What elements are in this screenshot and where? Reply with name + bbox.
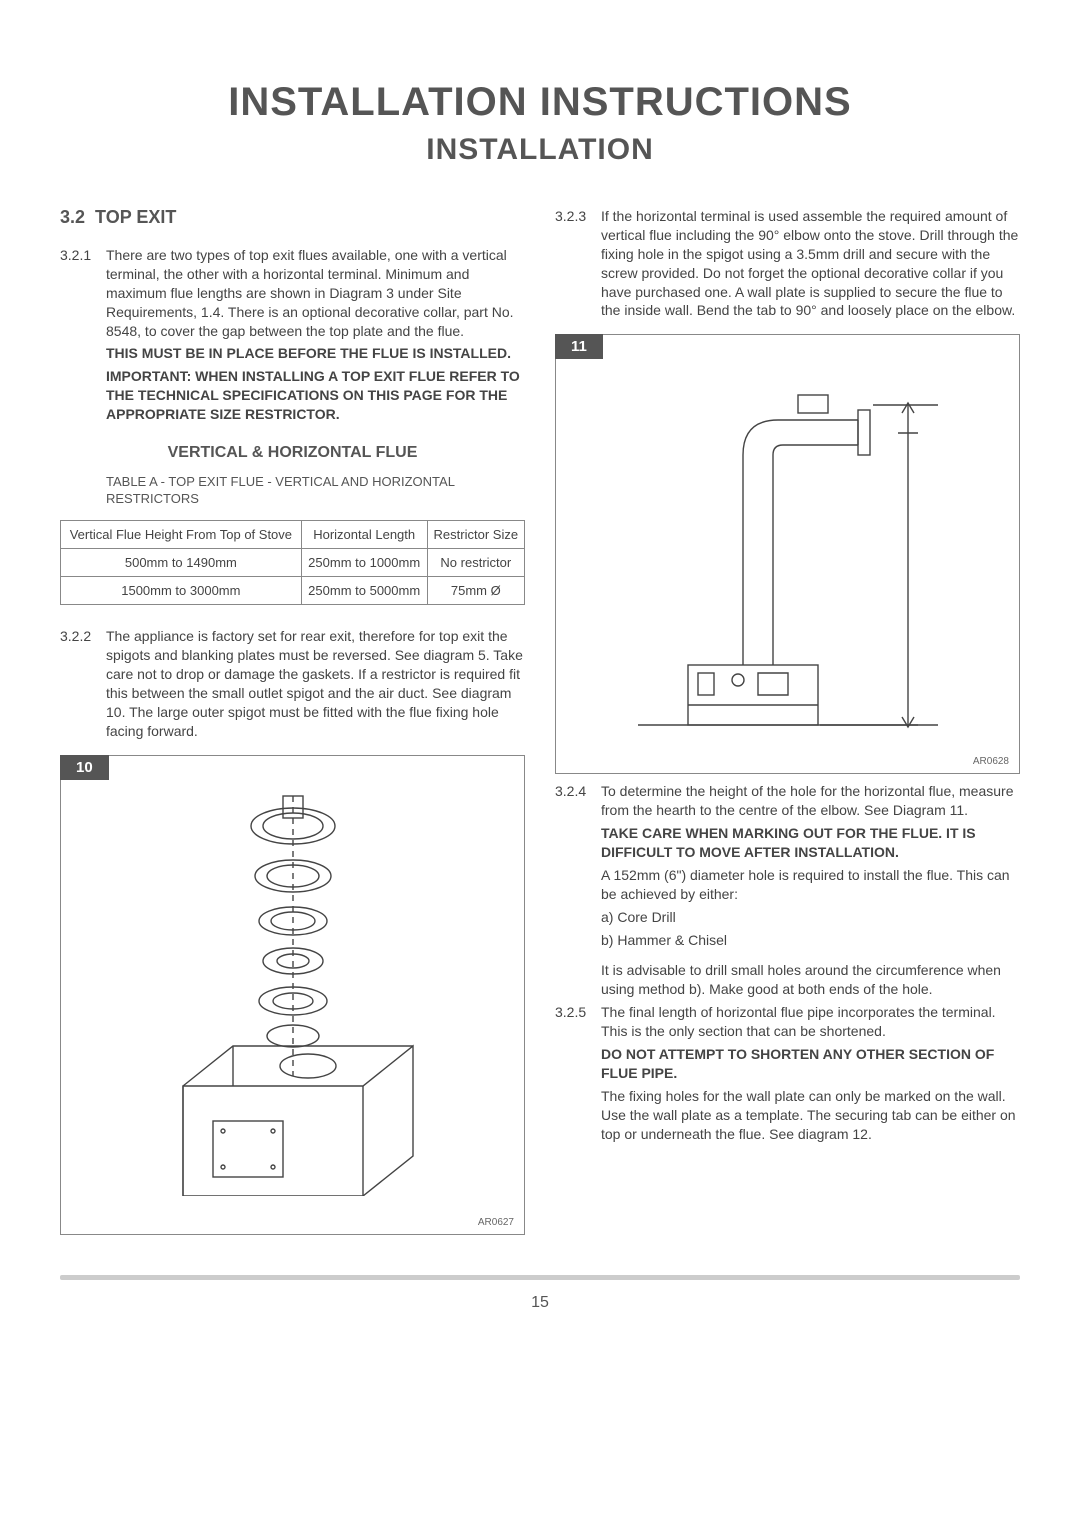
para-3-2-4: 3.2.4 To determine the height of the hol…	[555, 782, 1020, 820]
para-text: The final length of horizontal flue pipe…	[601, 1003, 1020, 1041]
diagram-code: AR0628	[973, 756, 1009, 767]
table-header-row: Vertical Flue Height From Top of Stove H…	[61, 520, 525, 549]
para-3-2-3: 3.2.3 If the horizontal terminal is used…	[555, 207, 1020, 320]
restrictor-table: Vertical Flue Height From Top of Stove H…	[60, 520, 525, 606]
wall-plate-text: The fixing holes for the wall plate can …	[601, 1087, 1020, 1144]
page-number: 15	[60, 1294, 1020, 1312]
warning-in-place: THIS MUST BE IN PLACE BEFORE THE FLUE IS…	[106, 344, 525, 363]
table-cell: 250mm to 1000mm	[301, 549, 427, 577]
drill-advice: It is advisable to drill small holes aro…	[601, 961, 1020, 999]
table-header-cell: Horizontal Length	[301, 520, 427, 549]
vertical-horizontal-heading: VERTICAL & HORIZONTAL FLUE	[60, 444, 525, 462]
left-column: 3.2 TOP EXIT 3.2.1 There are two types o…	[60, 207, 525, 1235]
right-column: 3.2.3 If the horizontal terminal is used…	[555, 207, 1020, 1235]
section-title: TOP EXIT	[95, 207, 176, 227]
option-b: b) Hammer & Chisel	[601, 931, 1020, 950]
option-a: a) Core Drill	[601, 908, 1020, 927]
para-3-2-1: 3.2.1 There are two types of top exit fl…	[60, 246, 525, 340]
para-text: If the horizontal terminal is used assem…	[601, 207, 1020, 320]
page-title: INSTALLATION INSTRUCTIONS	[60, 80, 1020, 125]
section-number: 3.2	[60, 207, 85, 227]
diagram-badge: 11	[555, 334, 603, 359]
para-number: 3.2.5	[555, 1003, 601, 1041]
para-number: 3.2.4	[555, 782, 601, 820]
page-subtitle: INSTALLATION	[60, 133, 1020, 167]
para-3-2-5: 3.2.5 The final length of horizontal flu…	[555, 1003, 1020, 1041]
table-row: 500mm to 1490mm 250mm to 1000mm No restr…	[61, 549, 525, 577]
para-text: To determine the height of the hole for …	[601, 782, 1020, 820]
diagram-badge: 10	[60, 755, 109, 780]
table-header-cell: Vertical Flue Height From Top of Stove	[61, 520, 302, 549]
diagram-10-svg	[123, 786, 463, 1196]
section-heading: 3.2 TOP EXIT	[60, 207, 525, 228]
para-number: 3.2.1	[60, 246, 106, 340]
table-cell: 1500mm to 3000mm	[61, 577, 302, 605]
para-3-2-2: 3.2.2 The appliance is factory set for r…	[60, 627, 525, 740]
footer-rule	[60, 1275, 1020, 1280]
diagram-10: 10	[60, 755, 525, 1235]
table-cell: 250mm to 5000mm	[301, 577, 427, 605]
para-text: There are two types of top exit flues av…	[106, 246, 525, 340]
diagram-11-svg	[598, 365, 978, 745]
para-number: 3.2.2	[60, 627, 106, 740]
para-number: 3.2.3	[555, 207, 601, 320]
table-a-caption: TABLE A - TOP EXIT FLUE - VERTICAL AND H…	[106, 474, 525, 508]
table-cell: 500mm to 1490mm	[61, 549, 302, 577]
table-header-cell: Restrictor Size	[427, 520, 524, 549]
table-row: 1500mm to 3000mm 250mm to 5000mm 75mm Ø	[61, 577, 525, 605]
table-cell: No restrictor	[427, 549, 524, 577]
warning-take-care: TAKE CARE WHEN MARKING OUT FOR THE FLUE.…	[601, 824, 1020, 862]
diagram-code: AR0627	[478, 1217, 514, 1228]
warning-do-not-shorten: DO NOT ATTEMPT TO SHORTEN ANY OTHER SECT…	[601, 1045, 1020, 1083]
warning-important: IMPORTANT: WHEN INSTALLING A TOP EXIT FL…	[106, 367, 525, 424]
diagram-11: 11	[555, 334, 1020, 774]
content-columns: 3.2 TOP EXIT 3.2.1 There are two types o…	[60, 207, 1020, 1235]
hole-diameter-text: A 152mm (6") diameter hole is required t…	[601, 866, 1020, 904]
para-text: The appliance is factory set for rear ex…	[106, 627, 525, 740]
table-cell: 75mm Ø	[427, 577, 524, 605]
